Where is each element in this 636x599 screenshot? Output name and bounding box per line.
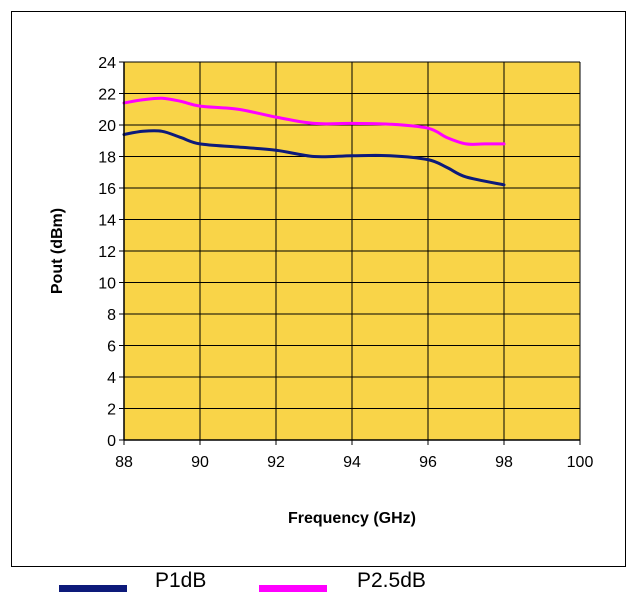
series-layer [122,96,506,187]
y-tick-label: 2 [107,402,116,419]
chart-frame: 0 2 4 6 8 10 12 14 16 18 20 22 24 88 90 92 94 96 98 100 Fre… [11,11,626,567]
x-tick-label: 92 [267,454,285,471]
legend-swatch-p1db [59,585,127,592]
y-axis-title: Pout (dBm) [49,208,66,294]
x-axis-title: Frequency (GHz) [288,510,416,527]
y-tick-label: 6 [107,339,116,356]
y-tick-label: 20 [98,118,116,135]
x-tick-label: 90 [191,454,209,471]
y-tick-label: 22 [98,87,116,104]
y-tick-label: 8 [107,307,116,324]
x-tick-label: 96 [419,454,437,471]
x-tick-label: 98 [495,454,513,471]
y-tick-label: 10 [98,276,116,293]
legend-label-p2-5db: P2.5dB [357,569,426,592]
legend-swatch-p2-5db [259,585,327,592]
y-tick-label: 4 [107,370,116,387]
x-tick-label: 94 [343,454,361,471]
legend-label-p1db: P1dB [155,569,207,592]
legend: P1dB P2.5dB [0,568,636,599]
y-tick-label: 16 [98,181,116,198]
y-tick-label: 12 [98,244,116,261]
series-line-p2-5db [122,96,506,146]
y-tick-label: 24 [98,55,116,72]
series-line-p1db [122,129,506,187]
y-tick-label: 0 [107,433,116,450]
x-tick-label: 88 [115,454,133,471]
x-tick-label: 100 [567,454,594,471]
axes [119,61,581,445]
y-tick-label: 18 [98,150,116,167]
y-tick-label: 14 [98,213,116,230]
